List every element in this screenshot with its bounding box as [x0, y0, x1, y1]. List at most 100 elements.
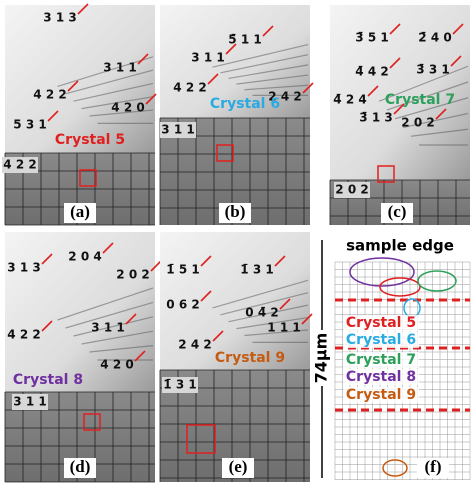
arrow	[102, 242, 114, 254]
label-bg	[343, 315, 419, 331]
arrow	[200, 290, 212, 302]
streak	[73, 82, 154, 102]
highlight-square	[83, 413, 101, 431]
streak	[236, 74, 309, 85]
reflection-label: 4 2 0	[111, 101, 144, 115]
streak	[228, 64, 309, 80]
reflection-label: 1̄ 3 1	[240, 263, 273, 277]
arrow	[367, 85, 379, 97]
arrow	[225, 43, 237, 55]
panel-tag: (d)	[70, 457, 91, 476]
reflection-label: 4 2 2	[7, 328, 40, 342]
label-bg	[334, 182, 370, 198]
crystal-label: Crystal 5	[55, 132, 125, 148]
streak	[244, 329, 309, 337]
grid-label: 3 1 1	[161, 123, 194, 137]
crystal-label: Crystal 8	[13, 372, 83, 388]
highlight-square	[377, 165, 395, 183]
map-title: sample edge	[346, 237, 454, 255]
reflection-label: 1 1 1	[267, 321, 300, 335]
grid-label: 1̄ 3 1	[163, 378, 196, 392]
crystal-legend: Crystal 5	[346, 315, 416, 331]
label-bg	[343, 369, 419, 385]
reflection-label: 3 1 1	[91, 321, 124, 335]
streak	[65, 69, 154, 95]
reflection-label: 2 0 2	[401, 116, 434, 130]
streak	[89, 345, 154, 353]
scale-bg	[314, 330, 330, 386]
label-bg	[343, 387, 419, 403]
streak	[81, 96, 154, 110]
reflection-label: 4̄ 2 4	[333, 93, 366, 107]
reflection-label: 3̄ 1 3	[359, 111, 392, 125]
reflection-label: 2 4 2	[178, 338, 211, 352]
arrow	[207, 73, 219, 85]
crystal-legend: Crystal 6	[346, 332, 416, 348]
crystal-region	[417, 270, 457, 292]
reflection-label: 2̄ 4 0	[418, 31, 451, 45]
reflection-label: 4 2 0	[100, 358, 133, 372]
arrow	[47, 110, 59, 122]
tag-bg	[64, 203, 96, 223]
tag-bg	[381, 203, 413, 223]
label-bg	[160, 122, 196, 138]
crystal-legend: Crystal 8	[346, 369, 416, 385]
arrow	[125, 313, 137, 325]
arrow	[435, 108, 447, 120]
reflection-label: 3̄ 3 1	[416, 63, 449, 77]
label-bg	[12, 394, 48, 410]
panel-tag: (e)	[229, 457, 248, 476]
panel-tag: (f)	[425, 457, 442, 476]
reflection-label: 4 2 2	[33, 88, 66, 102]
scale-label: 74μm	[312, 333, 331, 384]
reflection-label: 5 3 1	[13, 118, 46, 132]
arrow	[41, 320, 53, 332]
crystal-legend: Crystal 9	[346, 387, 416, 403]
tag-bg	[219, 203, 251, 223]
arrow	[389, 57, 401, 69]
arrow	[137, 53, 149, 65]
streak	[236, 316, 309, 330]
reflection-label: 2 4 2	[268, 90, 301, 104]
reflection-label: 1̄ 5 1	[166, 263, 199, 277]
crystal-region	[382, 459, 408, 477]
arrow	[274, 255, 286, 267]
crystal-region	[379, 277, 421, 297]
label-bg	[343, 352, 419, 368]
crystal-label: Crystal 7	[385, 92, 455, 108]
arrow	[41, 253, 53, 265]
streak	[386, 81, 469, 111]
panel-tag: (c)	[388, 202, 407, 221]
reflection-label: 2 0 4	[68, 250, 101, 264]
arrow	[393, 103, 405, 115]
arrow	[67, 80, 79, 92]
streak	[89, 109, 154, 117]
arrow	[301, 313, 313, 325]
streak	[244, 84, 309, 91]
crystal-label: Crystal 6	[210, 96, 280, 112]
tag-bg	[64, 458, 96, 478]
crystal-legend: Crystal 7	[346, 352, 416, 368]
streak	[410, 128, 469, 137]
reflection-label: 3 1 1	[191, 51, 224, 65]
arrow	[450, 55, 462, 67]
reflection-label: 3 1 3	[7, 261, 40, 275]
tag-bg	[222, 458, 254, 478]
arrow	[279, 298, 291, 310]
panel-tag: (b)	[225, 202, 246, 221]
label-bg	[2, 157, 38, 173]
streak	[57, 56, 154, 87]
reflection-label: 3 1 1	[103, 61, 136, 75]
streak	[57, 287, 154, 321]
reflection-label: 4 2 2	[173, 81, 206, 95]
streak	[65, 301, 154, 329]
tag-bg	[417, 458, 449, 478]
reflection-label: 2 0 2	[116, 268, 149, 282]
streak	[212, 43, 309, 68]
crystal-region	[349, 257, 415, 287]
streak	[212, 279, 309, 309]
streak	[402, 112, 469, 129]
arrow	[134, 350, 146, 362]
streak	[378, 65, 469, 102]
